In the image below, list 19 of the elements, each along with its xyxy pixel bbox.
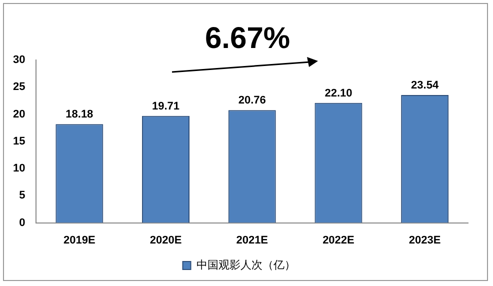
x-tick-label: 2019E [64, 234, 96, 246]
x-tick-label: 2020E [150, 234, 182, 246]
y-tick-label: 5 [19, 190, 26, 202]
data-label: 20.76 [238, 94, 266, 107]
data-label: 18.18 [66, 108, 94, 121]
y-tick-label: 15 [12, 135, 26, 148]
y-tick-label: 20 [12, 108, 26, 120]
text: 6.67% [205, 22, 290, 56]
data-label: 19.71 [152, 100, 180, 112]
x-tick-label: 2021E [236, 234, 268, 246]
y-tick-label: 0 [19, 216, 26, 229]
legend-label: 中国观影人次（亿） [196, 258, 296, 272]
x-tick-label: 2022E [322, 234, 354, 246]
y-tick-label: 10 [12, 162, 26, 175]
data-label: 22.10 [324, 87, 352, 100]
y-tick-label: 25 [12, 81, 26, 94]
y-tick-label: 30 [12, 54, 26, 66]
data-label: 23.54 [411, 80, 440, 92]
x-tick-label: 2023E [408, 234, 441, 246]
